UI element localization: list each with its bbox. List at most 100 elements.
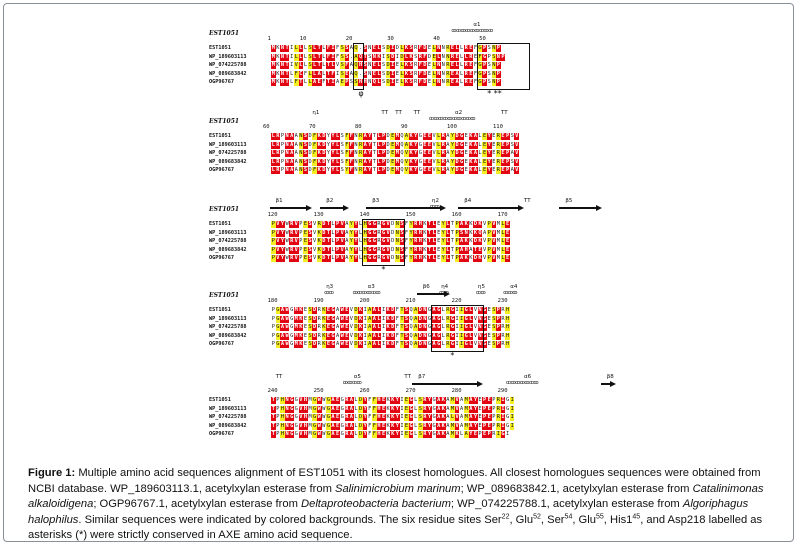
residue: D [418,341,423,348]
residue: A [349,62,353,68]
residue: N [280,70,285,78]
residue: Q [477,229,483,237]
residue: D [422,70,428,78]
residue: S [381,70,386,77]
residue: P [335,255,340,262]
secondary-structure-label: β8 [606,374,614,380]
residue: L [463,53,469,61]
residue: G [367,246,373,254]
residue: H [280,405,285,413]
residue: E [437,229,441,236]
residue-superscript: 52 [533,512,541,520]
residue: A [336,324,340,330]
residue: A [459,238,464,245]
residue: G [418,150,422,156]
residue: I [509,422,515,430]
residue: T [473,246,478,254]
residue: E [372,62,377,69]
residue: F [395,307,399,313]
residue: E [395,79,399,85]
residue: L [307,79,313,86]
residue: T [450,238,455,244]
residue: E [500,150,506,157]
residue: I [290,45,294,51]
residue: F [312,167,317,174]
residue: S [307,221,313,228]
residue: G [289,431,294,438]
residue: G [340,422,344,429]
residue: T [316,53,322,61]
residue: I [390,45,396,52]
residue: Y [353,238,359,245]
residue: T [284,53,290,61]
residue: E [464,141,468,148]
residue: R [377,255,381,261]
residue: Q [400,150,404,156]
residue: I [330,53,336,61]
residue: G [436,324,441,331]
residue: K [423,255,427,261]
residue: G [418,167,422,173]
residue: W [284,315,290,323]
residue: V [313,246,317,253]
motif-box [477,43,530,90]
residue: F [368,431,372,437]
residue: A [413,332,418,340]
residue: A [468,414,474,421]
residue: L [436,141,441,149]
residue: S [491,307,497,314]
coil-glyph: ꝏꝏ [324,290,334,296]
residue: R [445,45,451,52]
residue: G [289,405,294,413]
residue: F [477,53,483,61]
residue: S [307,246,313,254]
residue: R [344,422,350,430]
residue: E [303,221,308,228]
residue: A [367,341,373,348]
residue: K [463,221,469,228]
residue: V [275,246,281,254]
residue: T [372,141,376,148]
residue: M [293,315,299,323]
arrow-head [518,205,524,211]
sequence-name: WP_189603113 [209,141,247,148]
residue: G [408,397,414,404]
residue: T [399,315,405,323]
residue: V [313,221,317,227]
residue: N [284,414,290,421]
residue: N [422,341,428,348]
residue: S [344,53,350,61]
residue: K [423,246,427,253]
residue: E [316,79,322,86]
residue: L [441,341,445,347]
residue: D [391,221,395,227]
residue: K [408,150,414,157]
residue: Y [330,133,336,140]
residue: V [298,422,304,430]
residue: S [303,158,308,166]
residue: D [454,133,460,140]
residue: K [463,255,469,262]
residue: S [339,53,345,61]
residue: E [326,341,331,348]
residue-number: 1 [267,36,271,42]
residue: D [321,229,327,237]
residue: R [289,255,294,262]
residue: F [404,255,409,261]
residue: L [293,53,299,61]
residue: L [436,150,441,157]
residue: G [463,341,469,348]
residue: I [290,62,294,68]
residue: Y [395,422,400,430]
residue: P [492,397,496,403]
residue: L [436,167,441,174]
residue: E [390,133,396,140]
residue: N [491,62,497,69]
residue: Y [408,246,414,254]
residue: A [431,307,437,314]
secondary-structure-label: α2 [455,110,463,116]
residue: D [321,246,327,254]
residue: M [496,238,500,244]
